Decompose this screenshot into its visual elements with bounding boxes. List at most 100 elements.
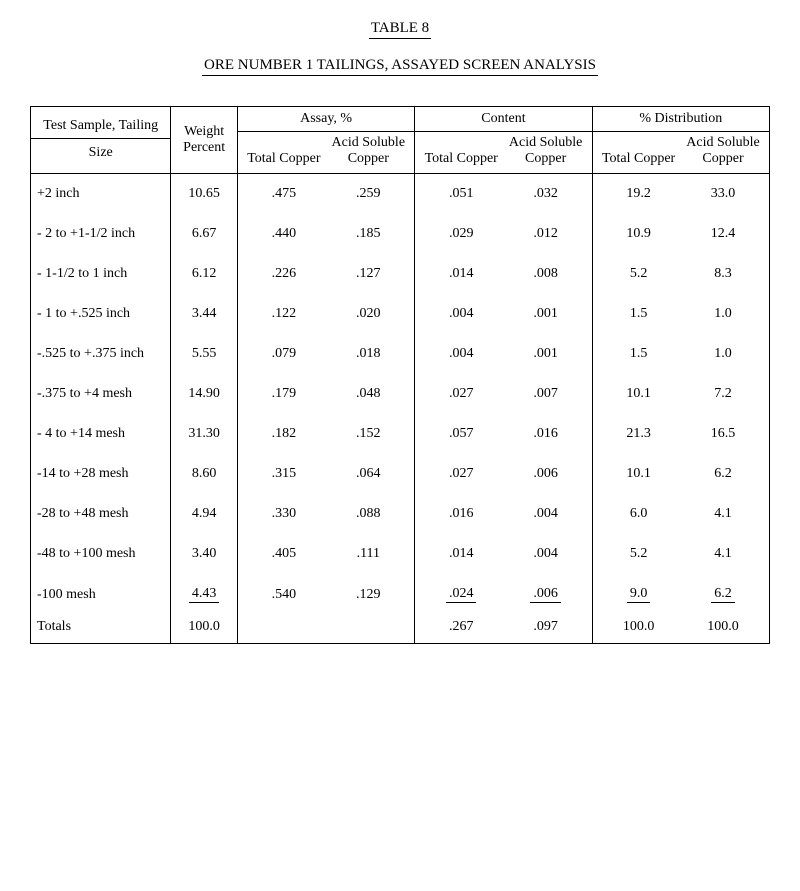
totals-weight: 100.0 <box>171 615 238 644</box>
table-row: - 1-1/2 to 1 inch6.12.226.127.014.0085.2… <box>31 254 770 294</box>
cell-assay-total: .405 <box>242 546 326 562</box>
cell-assay-acid: .127 <box>326 266 410 282</box>
cell-dist-total: 10.1 <box>596 386 680 402</box>
cell-content-total: .057 <box>419 426 503 442</box>
cell-dist-acid: 1.0 <box>681 306 765 322</box>
cell-dist-acid: 12.4 <box>681 226 765 242</box>
title-block: TABLE 8 ORE NUMBER 1 TAILINGS, ASSAYED S… <box>30 20 770 76</box>
cell-assay-acid: .048 <box>326 386 410 402</box>
cell-content-total: .014 <box>419 546 503 562</box>
cell-content-acid: .001 <box>503 346 587 362</box>
cell-content-acid: .001 <box>503 306 587 322</box>
cell-content-total: .027 <box>419 386 503 402</box>
cell-content-acid: .007 <box>503 386 587 402</box>
cell-weight: 14.90 <box>171 374 238 414</box>
cell-content-total: .004 <box>419 346 503 362</box>
cell-assay-total: .475 <box>242 186 326 202</box>
cell-dist-acid: 8.3 <box>681 266 765 282</box>
cell-dist-total: 21.3 <box>596 426 680 442</box>
cell-size: - 1-1/2 to 1 inch <box>31 254 171 294</box>
table-row: -.375 to +4 mesh14.90.179.048.027.00710.… <box>31 374 770 414</box>
cell-content-total: .024 <box>446 586 477 603</box>
cell-assay-total: .315 <box>242 466 326 482</box>
cell-assay-total: .179 <box>242 386 326 402</box>
cell-dist-acid: 4.1 <box>681 506 765 522</box>
cell-content-acid: .008 <box>503 266 587 282</box>
cell-assay-total: .079 <box>242 346 326 362</box>
cell-assay-acid: .185 <box>326 226 410 242</box>
table-row: - 2 to +1-1/2 inch6.67.440.185 .029.012 10… <box>31 214 770 254</box>
totals-content-acid: .097 <box>503 619 587 635</box>
cell-size: -28 to +48 mesh <box>31 494 171 534</box>
totals-content-total: .267 <box>419 619 503 635</box>
cell-assay-total: .182 <box>242 426 326 442</box>
cell-weight: 4.43 <box>189 586 220 603</box>
cell-dist-acid: 6.2 <box>711 586 735 603</box>
header-content-acid: Acid Soluble Copper <box>503 135 587 167</box>
table-label: TABLE 8 <box>369 20 431 39</box>
header-weight: Weight Percent <box>171 107 238 174</box>
cell-weight: 8.60 <box>171 454 238 494</box>
cell-dist-acid: 16.5 <box>681 426 765 442</box>
cell-weight: 6.67 <box>171 214 238 254</box>
header-corner-top: Test Sample, Tailing <box>31 114 170 139</box>
cell-assay-acid: .018 <box>326 346 410 362</box>
table-row-totals: Totals 100.0 .267.097 100.0100.0 <box>31 615 770 644</box>
table-title: ORE NUMBER 1 TAILINGS, ASSAYED SCREEN AN… <box>202 57 598 76</box>
header-group-assay: Assay, % <box>237 107 414 132</box>
header-assay-acid: Acid Soluble Copper <box>326 135 410 167</box>
cell-size: +2 inch <box>31 174 171 215</box>
header-corner-bottom: Size <box>31 139 170 167</box>
cell-weight: 4.94 <box>171 494 238 534</box>
cell-content-total: .029 <box>419 226 503 242</box>
cell-dist-total: 19.2 <box>596 186 680 202</box>
cell-weight: 3.44 <box>171 294 238 334</box>
table-row: -28 to +48 mesh4.94.330.088 .016.004 6.04.… <box>31 494 770 534</box>
cell-content-total: .016 <box>419 506 503 522</box>
cell-assay-total: .122 <box>242 306 326 322</box>
cell-dist-total: 10.1 <box>596 466 680 482</box>
cell-content-acid: .004 <box>503 506 587 522</box>
cell-weight: 10.65 <box>171 174 238 215</box>
cell-weight: 3.40 <box>171 534 238 574</box>
cell-content-acid: .006 <box>503 466 587 482</box>
table-row: -.525 to +.375 inch5.55.079.018.004.0011… <box>31 334 770 374</box>
cell-weight: 31.30 <box>171 414 238 454</box>
cell-assay-acid: .129 <box>326 587 410 603</box>
totals-dist-total: 100.0 <box>596 619 680 635</box>
cell-content-acid: .012 <box>503 226 587 242</box>
data-table: Test Sample, Tailing Size Weight Percent… <box>30 106 770 644</box>
header-row-1: Test Sample, Tailing Size Weight Percent… <box>31 107 770 132</box>
cell-assay-total: .540 <box>242 587 326 603</box>
cell-dist-total: 1.5 <box>596 306 680 322</box>
cell-dist-acid: 4.1 <box>681 546 765 562</box>
cell-assay-total: .440 <box>242 226 326 242</box>
table-row: +2 inch10.65.475.259.051.03219.233.0 <box>31 174 770 215</box>
cell-size: - 2 to +1-1/2 inch <box>31 214 171 254</box>
cell-assay-total: .226 <box>242 266 326 282</box>
table-row: - 4 to +14 mesh31.30.182.152.057.01621.3… <box>31 414 770 454</box>
cell-dist-acid: 6.2 <box>681 466 765 482</box>
cell-assay-total: .330 <box>242 506 326 522</box>
cell-content-acid: .032 <box>503 186 587 202</box>
cell-size: - 1 to +.525 inch <box>31 294 171 334</box>
table-row: -14 to +28 mesh8.60.315.064.027.00610.16… <box>31 454 770 494</box>
cell-dist-total: 5.2 <box>596 266 680 282</box>
cell-dist-total: 10.9 <box>596 226 680 242</box>
cell-assay-acid: .152 <box>326 426 410 442</box>
cell-content-acid: .006 <box>530 586 561 603</box>
cell-content-total: .051 <box>419 186 503 202</box>
cell-assay-acid: .088 <box>326 506 410 522</box>
totals-dist-acid: 100.0 <box>681 619 765 635</box>
table-row-last: -100 mesh 4.43 .540.129 .024.006 9.06.2 <box>31 574 770 615</box>
cell-weight: 6.12 <box>171 254 238 294</box>
cell-assay-acid: .064 <box>326 466 410 482</box>
table-row: - 1 to +.525 inch3.44.122.020.004.0011.5… <box>31 294 770 334</box>
header-dist-total: Total Copper <box>596 151 680 167</box>
cell-dist-total: 6.0 <box>596 506 680 522</box>
header-assay-total: Total Copper <box>242 151 326 167</box>
cell-assay-acid: .259 <box>326 186 410 202</box>
cell-content-total: .027 <box>419 466 503 482</box>
totals-label: Totals <box>31 615 171 644</box>
cell-size: -48 to +100 mesh <box>31 534 171 574</box>
